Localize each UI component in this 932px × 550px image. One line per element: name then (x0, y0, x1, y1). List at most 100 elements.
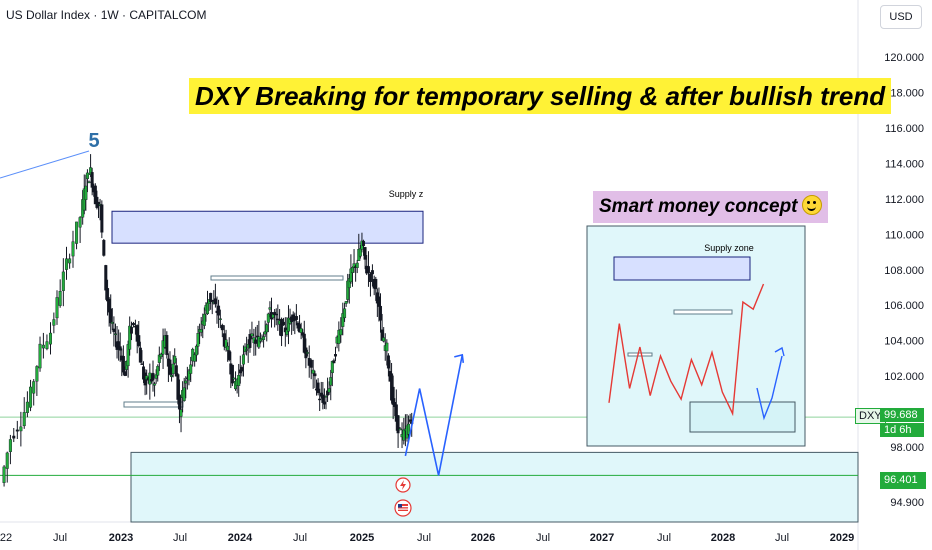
symbol-header: US Dollar Index · 1W · CAPITALCOM (6, 8, 207, 22)
candle-body (165, 334, 169, 355)
candle (173, 348, 177, 365)
inset-supply-label: Supply zone (704, 243, 754, 253)
candle-body (299, 328, 303, 333)
candle (58, 279, 62, 308)
inset-demand-zone (689, 401, 796, 433)
candle-body (100, 204, 104, 233)
symbol-price-label: DXY (855, 408, 886, 424)
candle (174, 358, 178, 377)
x-tick-label: 2025 (350, 532, 374, 544)
candle (8, 434, 12, 465)
candle-body (75, 221, 79, 244)
candle-body (294, 316, 298, 320)
candle-body (377, 296, 381, 307)
candle (343, 302, 347, 322)
candle-body (55, 297, 59, 319)
candle (90, 167, 94, 196)
candle (243, 343, 247, 355)
candle-body (329, 377, 333, 386)
candle-body (394, 404, 398, 422)
candle (64, 246, 68, 280)
candle-body (254, 339, 258, 344)
candle-body (129, 326, 133, 334)
candle (106, 279, 110, 316)
candle (5, 451, 9, 483)
candle-body (305, 352, 309, 354)
candle (35, 365, 39, 396)
candle-body (148, 372, 152, 385)
x-tick-label: 2028 (711, 532, 735, 544)
candle (218, 309, 222, 329)
y-tick-label: 94.900 (890, 497, 924, 509)
supply-zone (111, 210, 424, 244)
candle-body (182, 387, 186, 401)
candle (131, 321, 135, 328)
candle (363, 246, 367, 270)
candle (269, 297, 273, 328)
candle-body (362, 240, 366, 247)
candle-body (407, 423, 411, 435)
x-tick-label: Jul (657, 532, 671, 544)
candle-body (202, 313, 206, 326)
candle (280, 317, 284, 347)
candle-body (84, 185, 88, 200)
candle-body (240, 367, 244, 372)
candle (112, 316, 116, 347)
candle (286, 305, 290, 345)
candle (273, 309, 277, 328)
candle (148, 363, 152, 400)
candle-body (374, 278, 378, 290)
candle (366, 251, 370, 287)
candle-body (87, 181, 91, 184)
x-tick-label: 2027 (590, 532, 614, 544)
candle-body (38, 343, 42, 369)
inset-level-box (673, 309, 733, 315)
candle-body (35, 366, 39, 382)
candle (374, 276, 378, 301)
y-tick-label: 98.000 (890, 442, 924, 454)
candle-body (189, 364, 193, 374)
inset-projection-arrowhead (774, 346, 785, 357)
candle (121, 345, 125, 375)
candle-body (368, 273, 372, 283)
candle (45, 334, 49, 351)
candle-body (5, 452, 9, 469)
candle (329, 369, 333, 401)
candle-body (220, 324, 224, 331)
candle-body (398, 428, 402, 431)
candle-body (232, 377, 236, 380)
candle-body (85, 172, 89, 180)
candle-body (311, 369, 315, 374)
candle-body (282, 321, 286, 326)
candle-body (110, 322, 114, 324)
candle (85, 169, 89, 193)
candle (240, 365, 244, 377)
candle-body (12, 435, 16, 439)
candle (32, 379, 36, 406)
candle-body (32, 381, 36, 394)
candle (241, 345, 245, 377)
currency-selector[interactable]: USD (880, 5, 922, 29)
candle (398, 427, 402, 431)
candle-body (209, 292, 213, 303)
candle-body (248, 334, 252, 348)
candle-body (45, 341, 49, 349)
candle-body (366, 266, 370, 274)
candle-body (123, 371, 127, 376)
countdown-tag: 1d 6h (880, 423, 924, 437)
trend-line (0, 150, 90, 179)
candle-body (196, 333, 200, 347)
candle-body (324, 396, 328, 398)
candle (344, 301, 348, 307)
candle (2, 465, 6, 487)
candle-body (408, 419, 412, 422)
x-tick-label: Jul (293, 532, 307, 544)
candle (217, 299, 221, 328)
candle-body (313, 373, 317, 377)
candle-body (206, 302, 210, 315)
candle-body (58, 291, 62, 306)
candle-body (52, 319, 56, 326)
candle-body (309, 359, 313, 368)
candle-body (171, 363, 175, 375)
